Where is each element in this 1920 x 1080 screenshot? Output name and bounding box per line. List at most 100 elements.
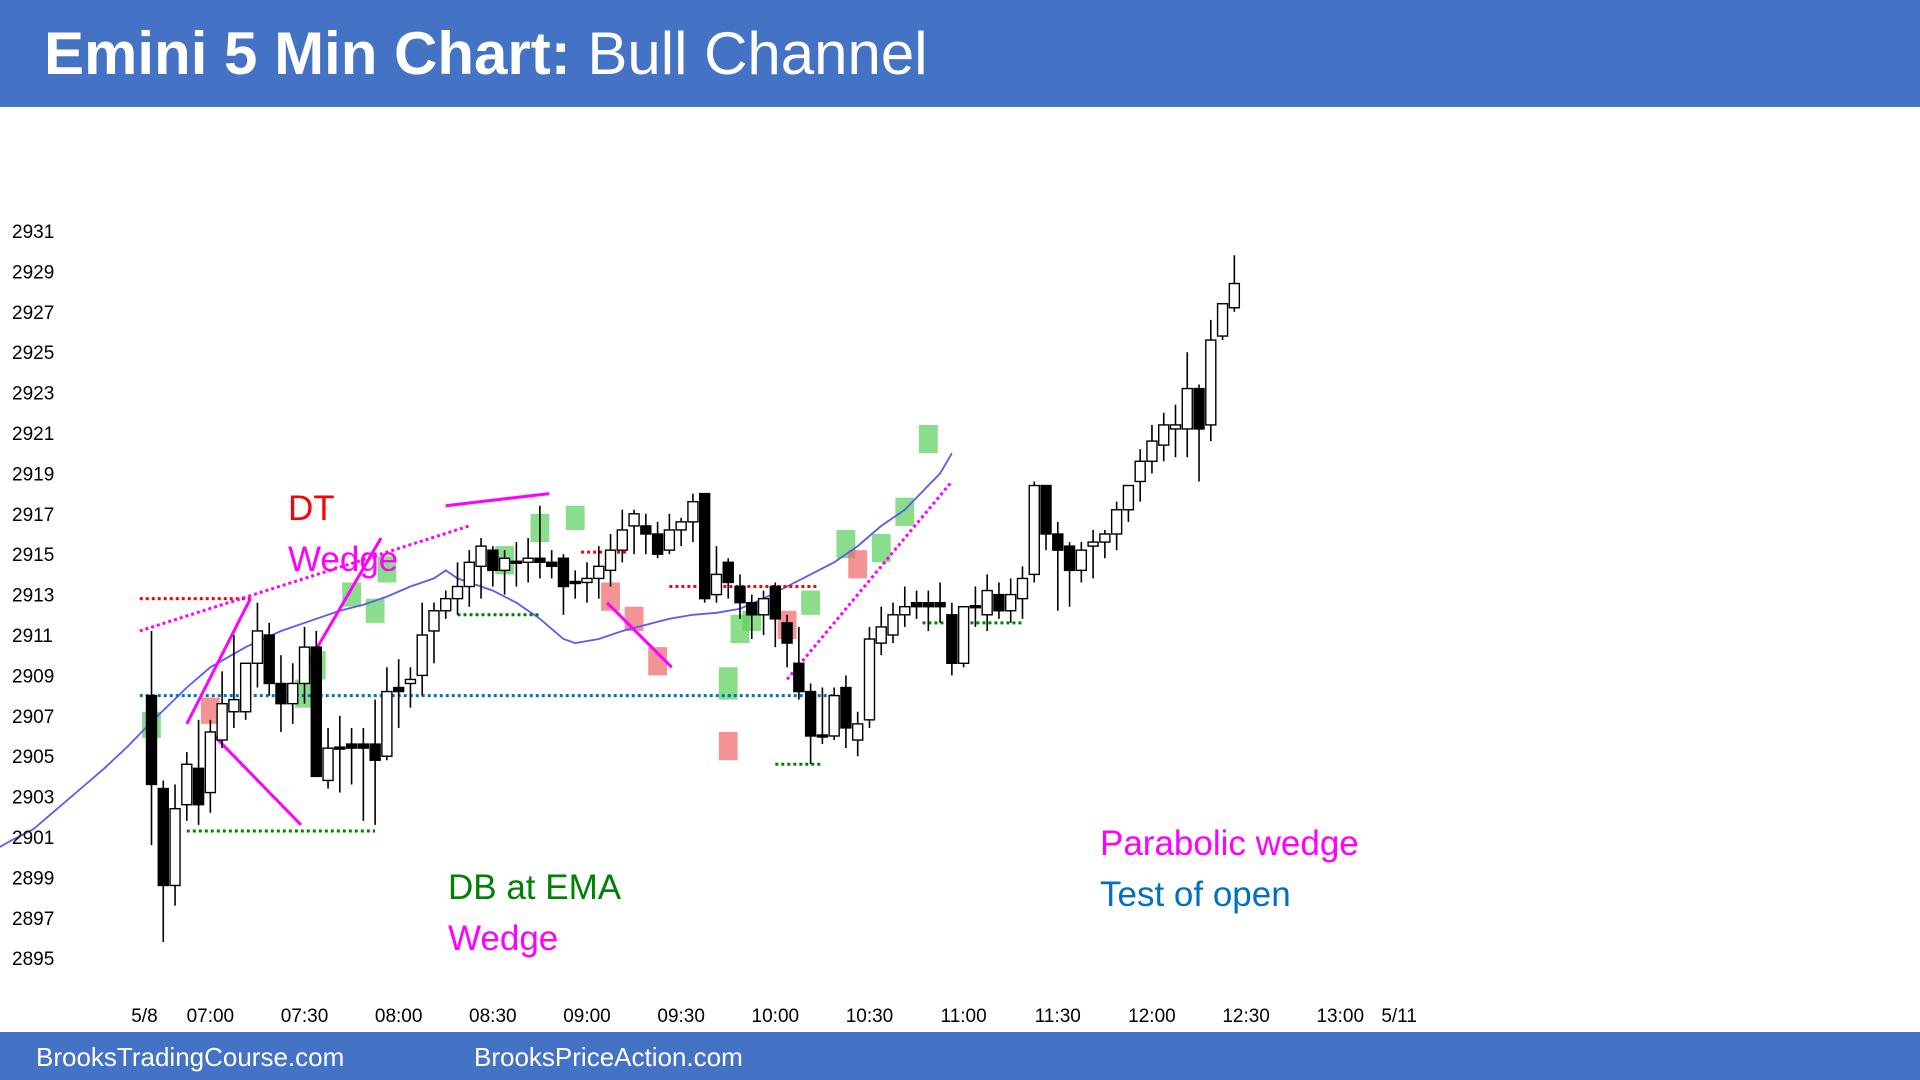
candle-body: [804, 690, 817, 737]
page-title: Emini 5 Min Chart: Bull Channel: [44, 18, 928, 90]
candle-body: [746, 601, 758, 616]
candle: [534, 505, 546, 579]
candle: [1146, 424, 1158, 474]
candle: [1158, 412, 1170, 462]
y-tick-label: 2925: [12, 343, 54, 364]
candle-body: [192, 767, 205, 806]
annotation-db-at-ema: DB at EMA: [448, 868, 622, 907]
x-tick-label: 10:30: [846, 1006, 894, 1027]
candle: [416, 602, 428, 696]
candle-body: [887, 614, 899, 636]
candle-body: [145, 694, 158, 786]
x-tick-label: 13:00: [1316, 1006, 1364, 1027]
candle: [840, 675, 852, 749]
footer-bar: BrooksTradingCourse.com BrooksPriceActio…: [0, 1032, 1920, 1080]
candle: [440, 590, 452, 619]
candle: [663, 513, 676, 555]
bear-highlight-box: [718, 731, 738, 761]
candle-body: [840, 686, 852, 729]
candle: [451, 562, 464, 615]
candle-body: [392, 686, 405, 693]
annotation-wedge-left: Wedge: [288, 540, 398, 579]
candle: [1205, 319, 1217, 442]
x-tick-label: 09:30: [657, 1006, 705, 1027]
footer-link-brookstradingcourse[interactable]: BrooksTradingCourse.com: [36, 1042, 345, 1072]
candle: [322, 727, 334, 789]
candle-body: [757, 597, 770, 616]
candle: [816, 687, 829, 745]
candle-body: [440, 597, 452, 612]
candle: [934, 582, 946, 623]
candle: [863, 626, 876, 728]
candle-body: [687, 500, 699, 523]
candle: [793, 626, 805, 700]
candle: [228, 635, 240, 728]
candle-body: [1028, 484, 1040, 576]
candle: [828, 687, 840, 741]
bear-highlight-box: [648, 647, 668, 676]
candle: [498, 550, 511, 595]
candle-body: [1016, 577, 1029, 600]
candle: [239, 662, 252, 720]
y-axis: 2931 2929 2927 2925 2923 2921 2919 2917 2915 2913…: [12, 222, 54, 970]
y-tick-label: 2921: [12, 424, 54, 445]
candle: [1075, 542, 1088, 583]
candle: [1028, 481, 1040, 583]
candle: [310, 630, 322, 778]
candle: [651, 521, 664, 559]
dotted-level-line: [785, 480, 954, 681]
candle: [981, 574, 993, 631]
candle: [1110, 501, 1123, 551]
candle: [593, 546, 605, 599]
candle-body: [204, 731, 217, 794]
candle: [404, 667, 417, 708]
candle: [369, 699, 381, 825]
x-tick-label: 11:30: [1035, 1006, 1081, 1027]
candle-body: [451, 585, 464, 600]
candle: [263, 622, 275, 696]
candle-body: [1052, 533, 1064, 551]
candles-layer: [145, 255, 1241, 943]
candle-body: [298, 646, 311, 685]
candle: [192, 719, 205, 825]
candle: [428, 602, 440, 664]
candle: [746, 594, 758, 640]
candle: [640, 513, 652, 555]
candle: [1099, 529, 1111, 559]
y-tick-label: 2929: [12, 262, 54, 283]
candle: [463, 550, 475, 607]
candle-body: [310, 646, 322, 778]
candle: [345, 727, 358, 785]
y-tick-label: 2909: [12, 666, 54, 687]
annotation-parabolic-wedge: Parabolic wedge: [1100, 824, 1359, 863]
candle-body: [287, 682, 299, 705]
candle: [545, 550, 558, 579]
candle-body: [1075, 549, 1088, 572]
candle: [1005, 578, 1017, 623]
candle: [875, 606, 887, 656]
y-tick-label: 2913: [12, 586, 54, 607]
title-bold: Emini 5 Min Chart:: [44, 20, 571, 87]
candle-body: [1087, 541, 1099, 547]
candle-body: [1181, 387, 1193, 430]
candle: [287, 663, 299, 724]
candle: [334, 715, 346, 793]
candle-body: [169, 808, 181, 887]
candle-body: [828, 694, 840, 737]
x-tick-label: 07:30: [281, 1006, 329, 1027]
bull-highlight-box: [342, 582, 362, 607]
y-tick-label: 2915: [12, 545, 54, 566]
trendline: [605, 601, 673, 669]
x-tick-label: 5/8: [131, 1006, 157, 1027]
footer-link-brookspriceaction[interactable]: BrooksPriceAction.com: [474, 1042, 743, 1072]
candle-body: [334, 746, 346, 750]
candle-body: [275, 682, 287, 705]
candle-body: [581, 577, 593, 584]
y-tick-label: 2901: [12, 828, 54, 849]
candle-body: [1228, 282, 1241, 309]
candle-body: [628, 513, 640, 527]
y-tick-label: 2897: [12, 909, 54, 930]
x-tick-label: 09:00: [563, 1006, 611, 1027]
candle: [581, 562, 593, 603]
candle: [687, 493, 699, 543]
